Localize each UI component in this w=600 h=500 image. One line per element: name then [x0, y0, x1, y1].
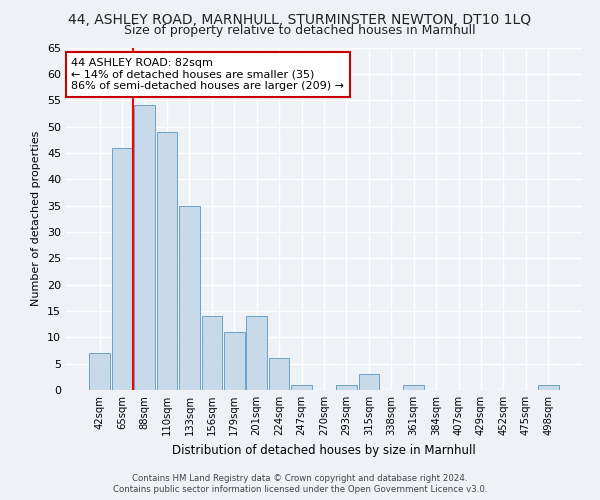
Bar: [202, 316, 222, 390]
Text: Contains HM Land Registry data © Crown copyright and database right 2024.
Contai: Contains HM Land Registry data © Crown c…: [113, 474, 487, 494]
Bar: [89, 353, 110, 390]
Text: 44, ASHLEY ROAD, MARNHULL, STURMINSTER NEWTON, DT10 1LQ: 44, ASHLEY ROAD, MARNHULL, STURMINSTER N…: [68, 12, 532, 26]
X-axis label: Distribution of detached houses by size in Marnhull: Distribution of detached houses by size …: [172, 444, 476, 456]
Bar: [403, 384, 424, 390]
Bar: [112, 148, 133, 390]
Bar: [336, 384, 357, 390]
Bar: [269, 358, 289, 390]
Y-axis label: Number of detached properties: Number of detached properties: [31, 131, 41, 306]
Bar: [359, 374, 379, 390]
Text: 44 ASHLEY ROAD: 82sqm
← 14% of detached houses are smaller (35)
86% of semi-deta: 44 ASHLEY ROAD: 82sqm ← 14% of detached …: [71, 58, 344, 91]
Bar: [224, 332, 245, 390]
Bar: [291, 384, 312, 390]
Bar: [157, 132, 178, 390]
Bar: [179, 206, 200, 390]
Bar: [538, 384, 559, 390]
Bar: [134, 106, 155, 390]
Text: Size of property relative to detached houses in Marnhull: Size of property relative to detached ho…: [124, 24, 476, 37]
Bar: [247, 316, 267, 390]
